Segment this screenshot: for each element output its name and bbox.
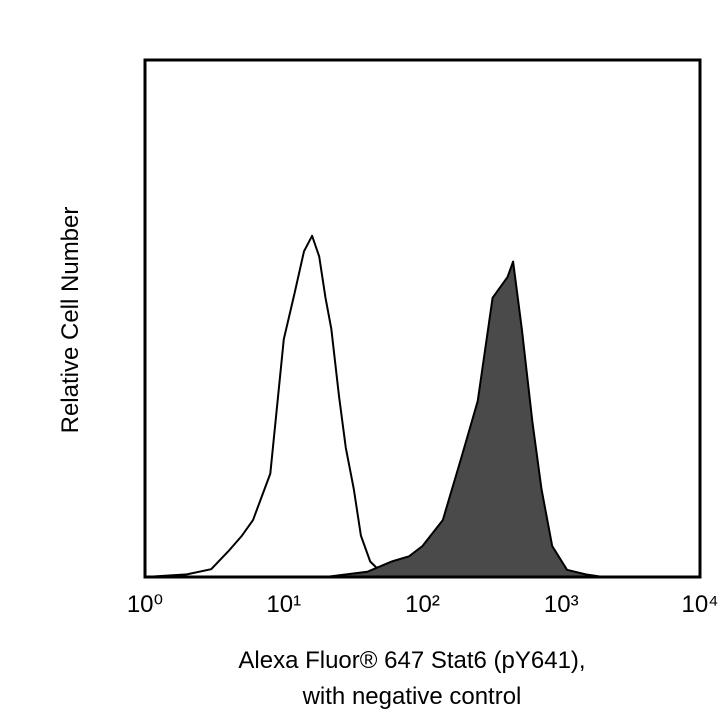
x-axis-label: Alexa Fluor® 647 Stat6 (pY641), [238, 647, 585, 674]
y-axis-label: Relative Cell Number [57, 207, 84, 434]
x-tick-label: 10¹ [266, 591, 301, 618]
x-tick-label: 10³ [544, 591, 579, 618]
plot-frame [143, 58, 702, 579]
x-tick-label: 10⁰ [127, 591, 163, 618]
x-tick-label: 10² [405, 591, 440, 618]
histogram-curve [324, 260, 646, 578]
histogram-curve [144, 234, 423, 578]
x-axis-label: with negative control [302, 683, 522, 710]
x-tick-label: 10⁴ [681, 591, 718, 618]
